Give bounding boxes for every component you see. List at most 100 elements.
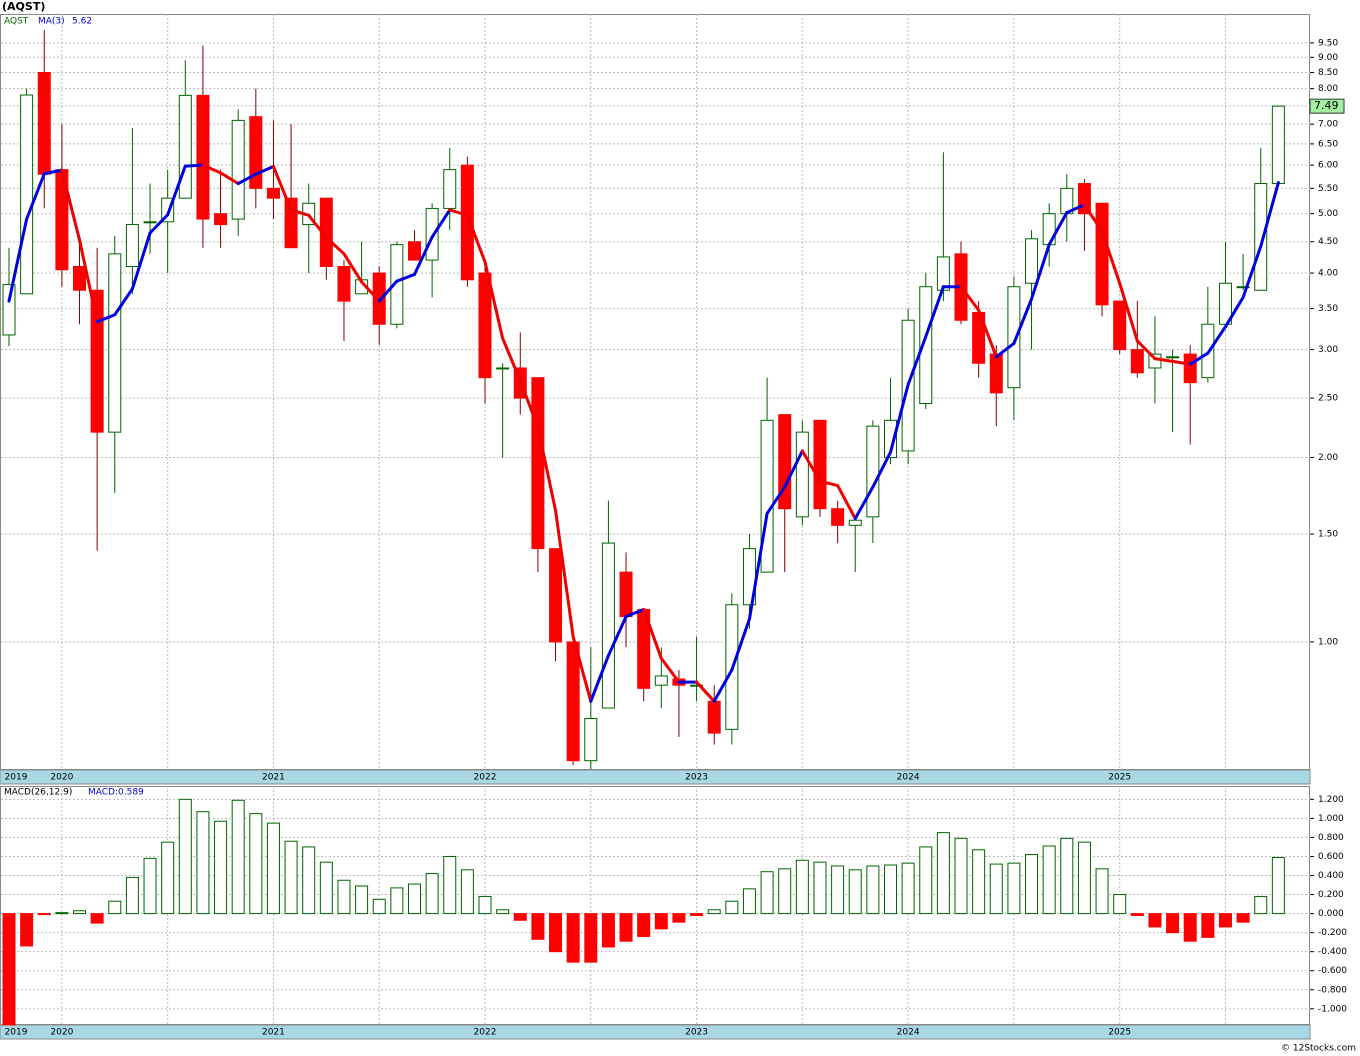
macd-bar	[443, 855, 457, 915]
ma-segment	[606, 615, 628, 658]
ma-segment	[1223, 295, 1245, 329]
candle-body	[1130, 349, 1144, 374]
ma-segment	[1206, 325, 1227, 355]
ma-segment	[571, 635, 593, 703]
candle-body	[125, 224, 139, 267]
macd-bar	[866, 865, 880, 915]
ma-segment	[624, 607, 646, 619]
macd-bar	[566, 913, 580, 963]
candle-body	[848, 519, 862, 526]
x-tick-label: 2025	[1108, 773, 1131, 783]
macd-bar	[795, 859, 809, 915]
candle-body	[1095, 202, 1109, 306]
ma-segment	[853, 485, 875, 521]
macd-bar	[319, 861, 333, 915]
candle-body	[813, 419, 827, 510]
y-tick-label: 4.50	[1318, 237, 1338, 247]
macd-bar	[55, 912, 69, 915]
y-tick-label: -0.400	[1318, 947, 1347, 957]
last-price-box	[1309, 98, 1345, 114]
macd-bar	[549, 913, 563, 953]
ma-segment	[1082, 203, 1104, 233]
ma-segment	[747, 512, 769, 621]
ma-segment	[712, 668, 734, 703]
macd-bar	[848, 869, 862, 915]
ma-segment	[324, 236, 346, 256]
macd-bar	[73, 910, 87, 915]
candle-body	[989, 353, 1003, 394]
chart-title: (AQST)	[2, 0, 45, 13]
macd-bar	[1095, 868, 1109, 915]
ma-segment	[642, 607, 663, 660]
ma-segment	[924, 285, 945, 339]
candle-body	[20, 94, 34, 295]
macd-bar	[337, 879, 351, 915]
ma-segment	[236, 172, 258, 186]
ma-segment	[395, 272, 416, 283]
ma-segment	[483, 260, 505, 340]
macd-bar	[884, 864, 897, 915]
macd-bar	[1060, 837, 1074, 915]
candle-body	[1113, 300, 1127, 351]
y-tick-label: 9.50	[1318, 38, 1338, 48]
ma-segment	[95, 313, 117, 324]
candle-body	[1271, 105, 1285, 185]
ma-segment	[271, 165, 293, 212]
ma-segment	[7, 217, 29, 303]
macd-bar	[1148, 913, 1162, 928]
macd-bar	[1236, 913, 1250, 923]
macd-bar	[108, 900, 122, 915]
ma-segment	[695, 680, 716, 703]
x-tick-label: 2024	[897, 773, 920, 783]
ma-segment	[1153, 357, 1175, 363]
x-tick-label: 2023	[685, 1028, 708, 1038]
y-tick-label: 1.000	[1318, 814, 1344, 824]
macd-bar	[249, 813, 263, 915]
y-tick-label: 0.200	[1318, 890, 1344, 900]
y-tick-label: 1.00	[1318, 637, 1338, 647]
candle-body	[443, 169, 457, 209]
ma-segment	[42, 168, 64, 176]
ma-segment	[78, 238, 99, 324]
macd-bar	[760, 871, 774, 915]
macd-bar	[1007, 862, 1021, 915]
macd-bar	[778, 868, 792, 915]
x-tick-label: 2020	[50, 1028, 73, 1038]
candle-body	[919, 286, 933, 405]
y-tick-label: 3.00	[1318, 345, 1338, 355]
macd-bar	[1218, 913, 1232, 928]
candle-body	[1254, 183, 1268, 291]
macd-bar	[619, 913, 633, 942]
macd-bar	[302, 846, 316, 915]
y-tick-label: 2.50	[1318, 394, 1338, 404]
macd-bar	[654, 913, 668, 930]
ma-segment	[1171, 359, 1192, 366]
candle-body	[884, 419, 897, 459]
macd-bar	[478, 895, 492, 915]
y-tick-label: 2.00	[1318, 453, 1338, 463]
candle-body	[496, 367, 510, 370]
candle-body	[866, 425, 880, 518]
macd-bar	[214, 820, 228, 915]
macd-bar	[178, 798, 192, 915]
ma-segment	[412, 235, 434, 276]
candle-body	[73, 265, 87, 291]
ma-segment	[554, 508, 575, 639]
macd-bar	[1254, 895, 1268, 915]
candle-body	[249, 116, 263, 189]
year-strip	[0, 769, 1311, 785]
y-tick-label: 0.600	[1318, 852, 1344, 862]
ma-segment	[889, 383, 910, 454]
macd-bar	[1077, 841, 1091, 915]
macd-bar	[1130, 913, 1144, 916]
macd-bar	[1042, 845, 1056, 915]
macd-bar	[90, 913, 104, 924]
macd-bar	[584, 913, 598, 963]
y-tick-label: 5.50	[1318, 184, 1338, 194]
macd-bar	[513, 913, 527, 921]
ma-segment	[836, 484, 857, 521]
ma-segment	[730, 617, 751, 672]
candle-body	[549, 548, 563, 643]
ma-segment	[360, 280, 381, 303]
